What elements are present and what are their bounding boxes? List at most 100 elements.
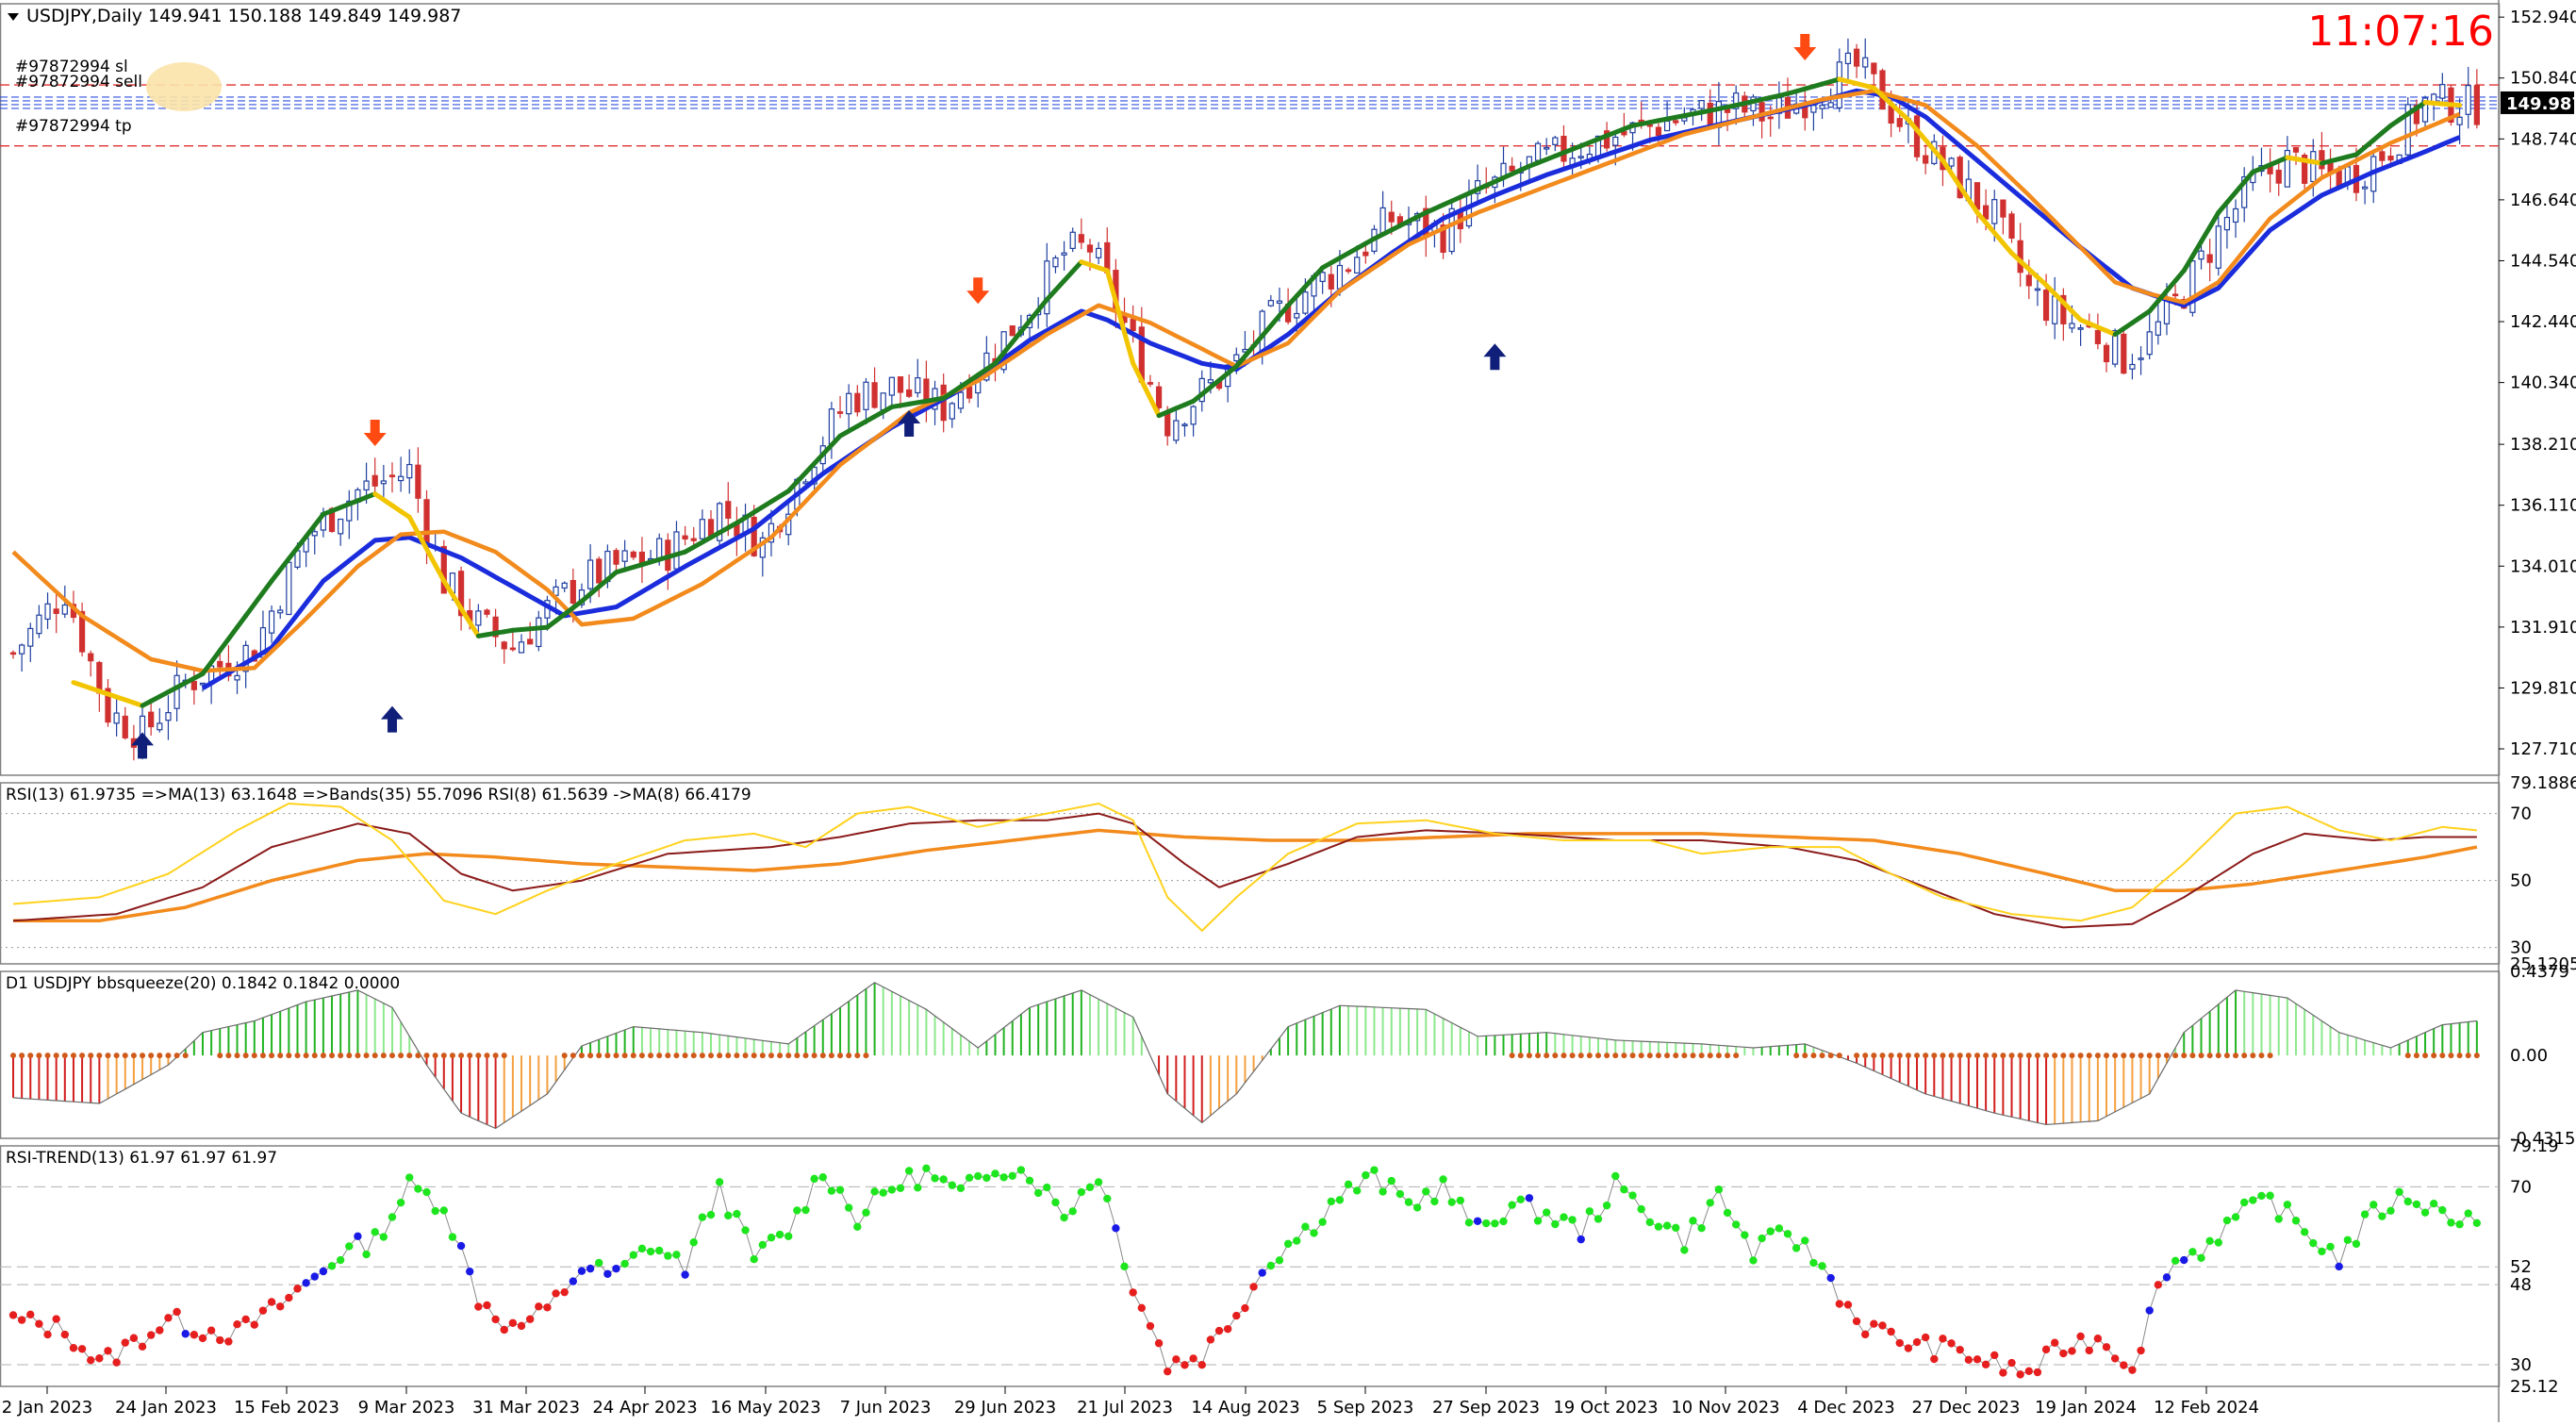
candle[interactable] <box>871 382 878 408</box>
candle[interactable] <box>2171 293 2179 297</box>
candle[interactable] <box>440 545 447 594</box>
candle[interactable] <box>36 614 42 635</box>
candle[interactable] <box>1096 247 1102 258</box>
candle[interactable] <box>2198 250 2204 260</box>
candle[interactable] <box>1621 130 1627 136</box>
candle[interactable] <box>190 680 197 690</box>
rsi-pane[interactable]: RSI(13) 61.9735 =>MA(13) 63.1648 =>Bands… <box>0 786 2499 949</box>
candle[interactable] <box>286 561 292 616</box>
candle[interactable] <box>346 500 353 522</box>
candle[interactable] <box>2052 295 2058 324</box>
candle[interactable] <box>940 384 947 422</box>
candle[interactable] <box>2275 169 2282 184</box>
candle[interactable] <box>1698 100 1705 109</box>
candle[interactable] <box>1069 231 1076 250</box>
candle[interactable] <box>854 392 861 413</box>
candle[interactable] <box>1078 234 1084 243</box>
order-sl-label[interactable]: #97872994 sl <box>15 58 128 76</box>
candle[interactable] <box>725 501 732 519</box>
candle[interactable] <box>1948 158 1955 167</box>
candle[interactable] <box>630 551 636 558</box>
candle[interactable] <box>1086 244 1094 253</box>
candle[interactable] <box>915 377 921 394</box>
sell-arrow-icon[interactable] <box>363 419 387 446</box>
candle[interactable] <box>527 638 534 645</box>
candle[interactable] <box>836 411 844 414</box>
candle[interactable] <box>1862 57 1869 68</box>
candle[interactable] <box>1836 61 1842 108</box>
candle[interactable] <box>1604 130 1610 149</box>
candle[interactable] <box>1509 165 1515 172</box>
candle[interactable] <box>1560 135 1567 162</box>
candle[interactable] <box>1336 264 1344 290</box>
candle[interactable] <box>1207 379 1214 384</box>
candle[interactable] <box>2379 151 2386 161</box>
candle[interactable] <box>2060 294 2067 324</box>
candle[interactable] <box>1673 120 1679 124</box>
candle[interactable] <box>2129 363 2136 370</box>
candle[interactable] <box>1767 116 1774 120</box>
candle[interactable] <box>2439 84 2446 99</box>
candle[interactable] <box>1130 319 1136 331</box>
candle[interactable] <box>1827 102 1834 108</box>
candle[interactable] <box>19 644 25 655</box>
candle[interactable] <box>1440 224 1446 254</box>
candle[interactable] <box>1345 269 1352 273</box>
candle[interactable] <box>44 603 51 621</box>
candle[interactable] <box>1173 420 1180 441</box>
candle[interactable] <box>148 711 155 728</box>
candle[interactable] <box>1009 325 1016 337</box>
candle[interactable] <box>457 571 465 617</box>
candle[interactable] <box>561 582 568 589</box>
candle[interactable] <box>536 617 542 648</box>
candle[interactable] <box>2319 150 2325 170</box>
candle[interactable] <box>2404 104 2411 156</box>
candle[interactable] <box>2034 288 2041 291</box>
candle[interactable] <box>1991 199 1998 224</box>
candle[interactable] <box>363 480 370 491</box>
candle[interactable] <box>475 610 482 626</box>
candle[interactable] <box>2077 327 2084 330</box>
candle[interactable] <box>234 674 240 681</box>
candle[interactable] <box>1819 105 1825 109</box>
candle[interactable] <box>1190 406 1197 425</box>
candle[interactable] <box>105 688 111 723</box>
candle[interactable] <box>707 519 715 537</box>
candle[interactable] <box>1233 354 1240 362</box>
candle[interactable] <box>1552 137 1559 145</box>
candle[interactable] <box>1957 157 1963 199</box>
candle[interactable] <box>828 408 835 445</box>
candle[interactable] <box>2232 207 2239 224</box>
candle[interactable] <box>2206 254 2213 263</box>
candle[interactable] <box>1267 300 1274 307</box>
candle[interactable] <box>1379 207 1386 235</box>
candle[interactable] <box>2215 225 2221 269</box>
candle[interactable] <box>863 381 869 410</box>
candle[interactable] <box>1646 124 1653 127</box>
candle[interactable] <box>2121 333 2127 374</box>
candle[interactable] <box>2000 199 2006 218</box>
candle[interactable] <box>380 480 387 485</box>
candle[interactable] <box>1147 382 1154 385</box>
candle[interactable] <box>613 550 619 565</box>
candle[interactable] <box>888 376 895 396</box>
candle[interactable] <box>2284 149 2290 188</box>
candle[interactable] <box>2302 155 2308 184</box>
candle[interactable] <box>1913 115 1921 158</box>
candle[interactable] <box>2292 147 2300 153</box>
buy-arrow-icon[interactable] <box>131 732 155 759</box>
candle[interactable] <box>1973 182 1981 210</box>
buy-arrow-icon[interactable] <box>898 410 921 437</box>
candle[interactable] <box>1577 156 1584 158</box>
candle[interactable] <box>78 610 86 653</box>
candle[interactable] <box>61 604 68 615</box>
candle[interactable] <box>406 463 413 479</box>
candle[interactable] <box>2310 151 2317 183</box>
candle[interactable] <box>2189 260 2196 313</box>
order-sell-label[interactable]: #97872994 sell <box>15 73 142 91</box>
candle[interactable] <box>2025 274 2032 287</box>
candle[interactable] <box>2103 344 2110 363</box>
candle[interactable] <box>173 674 180 709</box>
candle[interactable] <box>1612 136 1619 146</box>
